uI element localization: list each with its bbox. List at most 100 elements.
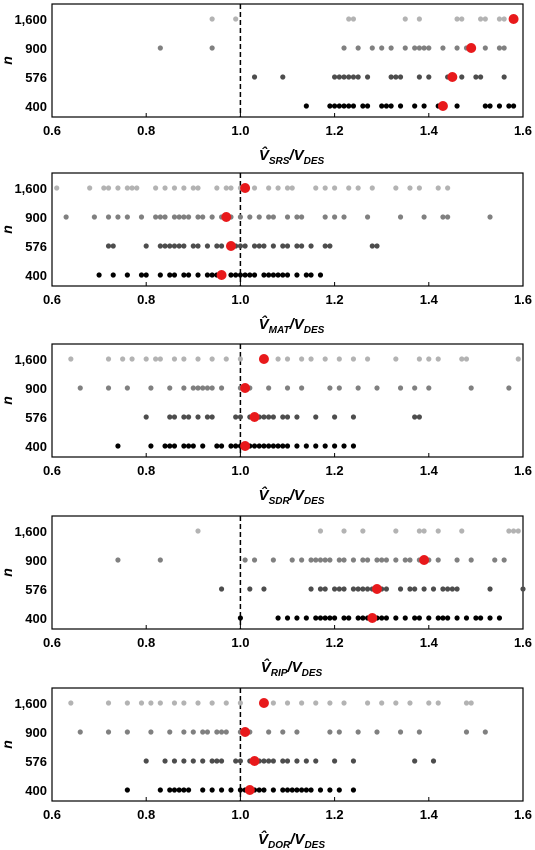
data-point (280, 443, 286, 449)
data-point (247, 586, 253, 592)
data-point (294, 443, 300, 449)
data-point (383, 557, 390, 563)
data-point (407, 586, 413, 592)
data-point (209, 700, 215, 706)
data-point (185, 787, 192, 793)
data-point (383, 586, 390, 592)
data-point (313, 557, 319, 563)
x-tick-label: 0.8 (137, 463, 155, 478)
data-point (181, 729, 187, 735)
data-point (162, 185, 168, 191)
data-point (176, 787, 182, 793)
data-point (275, 272, 281, 278)
data-point (237, 787, 243, 793)
mean-marker (240, 441, 251, 451)
data-point (124, 729, 130, 735)
data-point (355, 45, 361, 51)
data-point (463, 356, 470, 362)
data-point (388, 45, 394, 51)
data-point (308, 787, 314, 793)
data-point (379, 103, 385, 109)
data-point (454, 557, 460, 563)
data-point (350, 758, 357, 764)
data-point (176, 243, 182, 249)
data-point (233, 443, 239, 449)
data-point (261, 414, 267, 420)
data-point (341, 615, 347, 621)
data-point (317, 615, 324, 621)
data-point (322, 615, 328, 621)
data-point (393, 356, 399, 362)
data-point (223, 185, 229, 191)
data-point (393, 74, 399, 80)
data-point (284, 243, 291, 249)
data-point (350, 356, 357, 362)
data-point (397, 103, 404, 109)
data-point (379, 700, 385, 706)
data-point (421, 586, 427, 592)
data-point (200, 214, 206, 220)
mean-marker (258, 354, 269, 364)
data-point (171, 272, 178, 278)
y-tick-label: 576 (25, 239, 47, 254)
data-point (251, 185, 258, 191)
data-point (162, 758, 168, 764)
data-point (289, 557, 295, 563)
data-point (105, 185, 112, 191)
data-point (332, 758, 338, 764)
data-point (346, 185, 352, 191)
data-point (426, 700, 432, 706)
data-point (209, 414, 215, 420)
data-point (200, 758, 206, 764)
data-point (237, 272, 243, 278)
x-tick-label: 1.2 (326, 463, 344, 478)
x-tick-label: 1.2 (326, 292, 344, 307)
data-point (468, 557, 474, 563)
data-point (289, 185, 295, 191)
data-point (237, 414, 243, 420)
data-point (313, 185, 319, 191)
data-point (435, 356, 441, 362)
data-point (322, 243, 328, 249)
data-point (228, 443, 234, 449)
data-point (440, 586, 446, 592)
data-point (402, 45, 408, 51)
y-tick-label: 400 (25, 99, 47, 114)
data-point (124, 214, 130, 220)
data-point (181, 185, 187, 191)
data-point (364, 103, 371, 109)
y-tick-label: 400 (25, 611, 47, 626)
data-point (200, 787, 206, 793)
y-tick-label: 400 (25, 783, 47, 798)
data-point (162, 214, 168, 220)
data-point (463, 615, 470, 621)
data-point (332, 103, 338, 109)
data-point (228, 787, 234, 793)
data-point (454, 45, 460, 51)
data-point (195, 272, 201, 278)
data-point (327, 557, 333, 563)
mean-marker (419, 555, 430, 565)
data-point (473, 74, 479, 80)
data-point (105, 700, 112, 706)
data-point (280, 758, 286, 764)
data-point (270, 414, 276, 420)
data-point (397, 729, 404, 735)
data-point (313, 443, 319, 449)
data-point (138, 214, 145, 220)
data-point (478, 74, 484, 80)
data-point (270, 557, 276, 563)
data-point (426, 356, 432, 362)
data-point (355, 586, 361, 592)
data-point (355, 385, 361, 391)
data-point (412, 414, 418, 420)
data-point (496, 16, 503, 22)
data-point (195, 214, 201, 220)
data-point (157, 557, 163, 563)
chart-panel-rip: 0.6 0.8 1.0 1.2 1.4 1.6 1,600 900 576 400 n V̂RIP/V… (0, 515, 532, 679)
data-point (332, 185, 338, 191)
data-point (237, 615, 243, 621)
data-point (214, 758, 220, 764)
data-point (501, 45, 507, 51)
mean-marker (258, 698, 269, 708)
